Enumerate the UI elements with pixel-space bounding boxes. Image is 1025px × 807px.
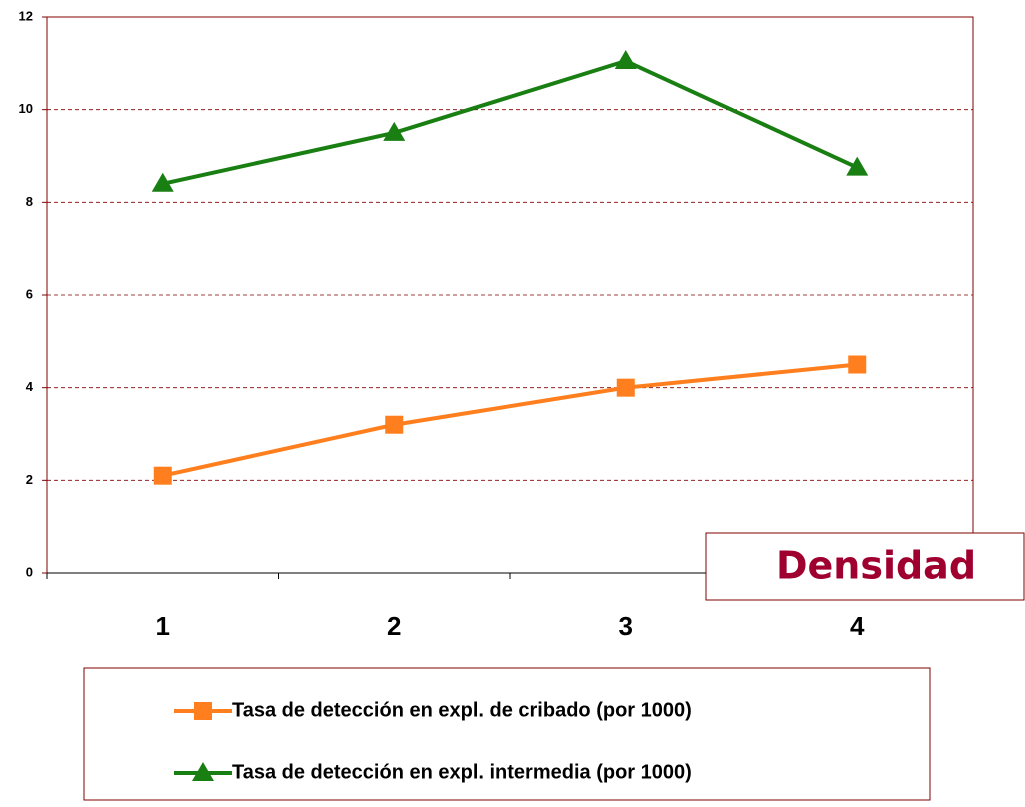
series-line <box>162 362 858 478</box>
legend-label: Tasa de detección en expl. de cribado (p… <box>232 699 692 721</box>
y-tick-label: 0 <box>26 564 33 579</box>
data-point <box>848 355 867 374</box>
y-tick-label: 6 <box>26 286 33 301</box>
y-tick-label: 8 <box>26 194 33 209</box>
x-tick-label: 2 <box>387 611 401 641</box>
annotation-box <box>705 532 1025 601</box>
y-tick-label: 2 <box>26 472 33 487</box>
x-tick-label: 1 <box>156 611 170 641</box>
series-line <box>162 58 859 186</box>
data-point <box>194 702 212 720</box>
data-point <box>151 172 174 192</box>
data-point <box>383 121 406 141</box>
x-tick-label: 4 <box>850 611 865 641</box>
legend-label: Tasa de detección en expl. intermedia (p… <box>232 761 692 783</box>
data-point <box>846 156 869 176</box>
legend-box <box>83 667 931 801</box>
y-tick-label: 12 <box>19 8 33 23</box>
x-tick-label: 3 <box>619 611 633 641</box>
data-point <box>192 762 214 781</box>
data-point <box>614 50 637 70</box>
annotation: Densidad <box>776 544 976 588</box>
data-point <box>153 466 172 485</box>
data-point <box>385 415 404 434</box>
y-tick-label: 4 <box>26 379 34 394</box>
y-tick-label: 10 <box>19 101 33 116</box>
data-point <box>616 378 635 397</box>
